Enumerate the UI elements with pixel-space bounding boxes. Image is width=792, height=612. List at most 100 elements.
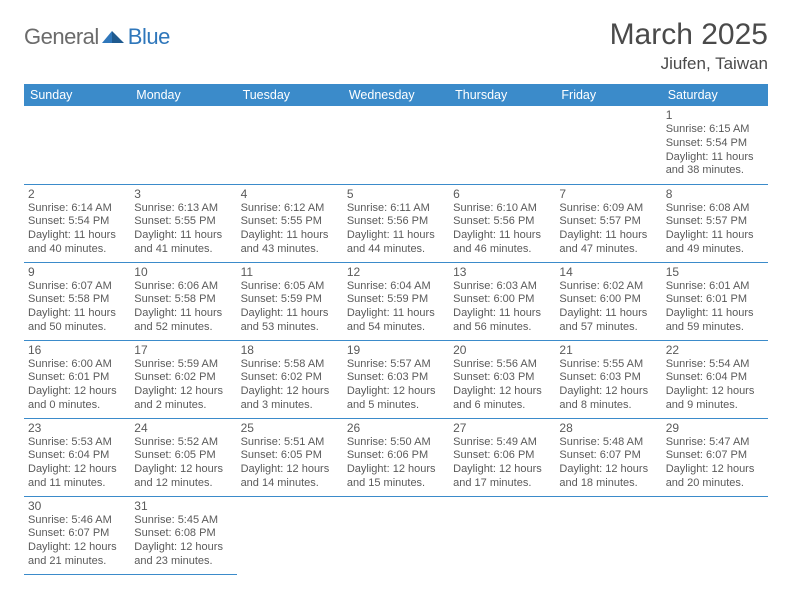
daylight-line: Daylight: 12 hours and 11 minutes. [28, 463, 126, 491]
daylight-line: Daylight: 11 hours and 46 minutes. [453, 229, 551, 257]
calendar-day-cell: 5Sunrise: 6:11 AMSunset: 5:56 PMDaylight… [343, 184, 449, 262]
sunset-line: Sunset: 5:56 PM [347, 215, 445, 229]
calendar-body: 1Sunrise: 6:15 AMSunset: 5:54 PMDaylight… [24, 106, 768, 574]
day-number: 16 [28, 343, 126, 357]
day-number: 31 [134, 499, 232, 513]
daylight-line: Daylight: 12 hours and 17 minutes. [453, 463, 551, 491]
sunset-line: Sunset: 6:01 PM [666, 293, 764, 307]
daylight-line: Daylight: 11 hours and 40 minutes. [28, 229, 126, 257]
day-header: Thursday [449, 84, 555, 106]
sunset-line: Sunset: 6:04 PM [28, 449, 126, 463]
sunrise-line: Sunrise: 5:49 AM [453, 436, 551, 450]
sunset-line: Sunset: 5:57 PM [666, 215, 764, 229]
calendar-day-cell: 25Sunrise: 5:51 AMSunset: 6:05 PMDayligh… [237, 418, 343, 496]
day-number: 1 [666, 108, 764, 122]
calendar-day-cell: 3Sunrise: 6:13 AMSunset: 5:55 PMDaylight… [130, 184, 236, 262]
daylight-line: Daylight: 11 hours and 56 minutes. [453, 307, 551, 335]
daylight-line: Daylight: 12 hours and 14 minutes. [241, 463, 339, 491]
calendar-day-cell: 18Sunrise: 5:58 AMSunset: 6:02 PMDayligh… [237, 340, 343, 418]
day-header: Friday [555, 84, 661, 106]
daylight-line: Daylight: 11 hours and 52 minutes. [134, 307, 232, 335]
calendar-day-cell: 28Sunrise: 5:48 AMSunset: 6:07 PMDayligh… [555, 418, 661, 496]
sunset-line: Sunset: 6:05 PM [241, 449, 339, 463]
day-number: 24 [134, 421, 232, 435]
calendar-day-cell: 19Sunrise: 5:57 AMSunset: 6:03 PMDayligh… [343, 340, 449, 418]
sunrise-line: Sunrise: 6:03 AM [453, 280, 551, 294]
sunrise-line: Sunrise: 5:52 AM [134, 436, 232, 450]
header: General Blue March 2025 Jiufen, Taiwan [24, 18, 768, 74]
daylight-line: Daylight: 11 hours and 44 minutes. [347, 229, 445, 257]
day-number: 29 [666, 421, 764, 435]
daylight-line: Daylight: 11 hours and 38 minutes. [666, 151, 764, 179]
daylight-line: Daylight: 11 hours and 50 minutes. [28, 307, 126, 335]
location-label: Jiufen, Taiwan [610, 54, 768, 74]
sunrise-line: Sunrise: 5:51 AM [241, 436, 339, 450]
daylight-line: Daylight: 12 hours and 6 minutes. [453, 385, 551, 413]
sunrise-line: Sunrise: 5:55 AM [559, 358, 657, 372]
daylight-line: Daylight: 11 hours and 59 minutes. [666, 307, 764, 335]
sunrise-line: Sunrise: 5:56 AM [453, 358, 551, 372]
daylight-line: Daylight: 12 hours and 2 minutes. [134, 385, 232, 413]
sunrise-line: Sunrise: 6:13 AM [134, 202, 232, 216]
daylight-line: Daylight: 12 hours and 3 minutes. [241, 385, 339, 413]
logo-text-blue: Blue [128, 24, 170, 50]
sunset-line: Sunset: 5:55 PM [134, 215, 232, 229]
sunset-line: Sunset: 5:54 PM [666, 137, 764, 151]
calendar-day-cell: 12Sunrise: 6:04 AMSunset: 5:59 PMDayligh… [343, 262, 449, 340]
calendar-day-cell: 22Sunrise: 5:54 AMSunset: 6:04 PMDayligh… [662, 340, 768, 418]
daylight-line: Daylight: 12 hours and 8 minutes. [559, 385, 657, 413]
daylight-line: Daylight: 12 hours and 15 minutes. [347, 463, 445, 491]
sunset-line: Sunset: 6:07 PM [28, 527, 126, 541]
day-number: 12 [347, 265, 445, 279]
calendar-day-cell: 31Sunrise: 5:45 AMSunset: 6:08 PMDayligh… [130, 496, 236, 574]
sunrise-line: Sunrise: 5:59 AM [134, 358, 232, 372]
daylight-line: Daylight: 12 hours and 20 minutes. [666, 463, 764, 491]
calendar-day-cell: 10Sunrise: 6:06 AMSunset: 5:58 PMDayligh… [130, 262, 236, 340]
calendar-empty-cell [555, 496, 661, 574]
sunrise-line: Sunrise: 5:57 AM [347, 358, 445, 372]
day-number: 10 [134, 265, 232, 279]
sunset-line: Sunset: 6:00 PM [453, 293, 551, 307]
sunrise-line: Sunrise: 5:45 AM [134, 514, 232, 528]
logo-text-general: General [24, 24, 99, 50]
day-number: 17 [134, 343, 232, 357]
daylight-line: Daylight: 11 hours and 43 minutes. [241, 229, 339, 257]
sunrise-line: Sunrise: 6:07 AM [28, 280, 126, 294]
calendar-day-cell: 15Sunrise: 6:01 AMSunset: 6:01 PMDayligh… [662, 262, 768, 340]
daylight-line: Daylight: 12 hours and 12 minutes. [134, 463, 232, 491]
calendar-day-cell: 29Sunrise: 5:47 AMSunset: 6:07 PMDayligh… [662, 418, 768, 496]
logo: General Blue [24, 24, 170, 50]
sunrise-line: Sunrise: 5:46 AM [28, 514, 126, 528]
calendar-empty-cell [237, 106, 343, 184]
day-number: 22 [666, 343, 764, 357]
day-number: 18 [241, 343, 339, 357]
calendar-day-cell: 2Sunrise: 6:14 AMSunset: 5:54 PMDaylight… [24, 184, 130, 262]
sunset-line: Sunset: 6:03 PM [559, 371, 657, 385]
sunset-line: Sunset: 5:54 PM [28, 215, 126, 229]
calendar-day-cell: 11Sunrise: 6:05 AMSunset: 5:59 PMDayligh… [237, 262, 343, 340]
daylight-line: Daylight: 12 hours and 18 minutes. [559, 463, 657, 491]
calendar-day-cell: 1Sunrise: 6:15 AMSunset: 5:54 PMDaylight… [662, 106, 768, 184]
sunrise-line: Sunrise: 6:14 AM [28, 202, 126, 216]
daylight-line: Daylight: 12 hours and 9 minutes. [666, 385, 764, 413]
day-number: 25 [241, 421, 339, 435]
sunset-line: Sunset: 6:03 PM [347, 371, 445, 385]
sunset-line: Sunset: 5:56 PM [453, 215, 551, 229]
day-number: 14 [559, 265, 657, 279]
calendar-week-row: 16Sunrise: 6:00 AMSunset: 6:01 PMDayligh… [24, 340, 768, 418]
sunrise-line: Sunrise: 6:01 AM [666, 280, 764, 294]
calendar-empty-cell [24, 106, 130, 184]
calendar-day-cell: 4Sunrise: 6:12 AMSunset: 5:55 PMDaylight… [237, 184, 343, 262]
daylight-line: Daylight: 11 hours and 57 minutes. [559, 307, 657, 335]
calendar-empty-cell [555, 106, 661, 184]
sunset-line: Sunset: 6:08 PM [134, 527, 232, 541]
sunrise-line: Sunrise: 6:08 AM [666, 202, 764, 216]
calendar-day-cell: 26Sunrise: 5:50 AMSunset: 6:06 PMDayligh… [343, 418, 449, 496]
sunrise-line: Sunrise: 6:11 AM [347, 202, 445, 216]
sunset-line: Sunset: 6:02 PM [241, 371, 339, 385]
day-number: 8 [666, 187, 764, 201]
logo-triangle-icon [102, 29, 126, 45]
daylight-line: Daylight: 12 hours and 23 minutes. [134, 541, 232, 569]
daylight-line: Daylight: 11 hours and 53 minutes. [241, 307, 339, 335]
day-header: Sunday [24, 84, 130, 106]
